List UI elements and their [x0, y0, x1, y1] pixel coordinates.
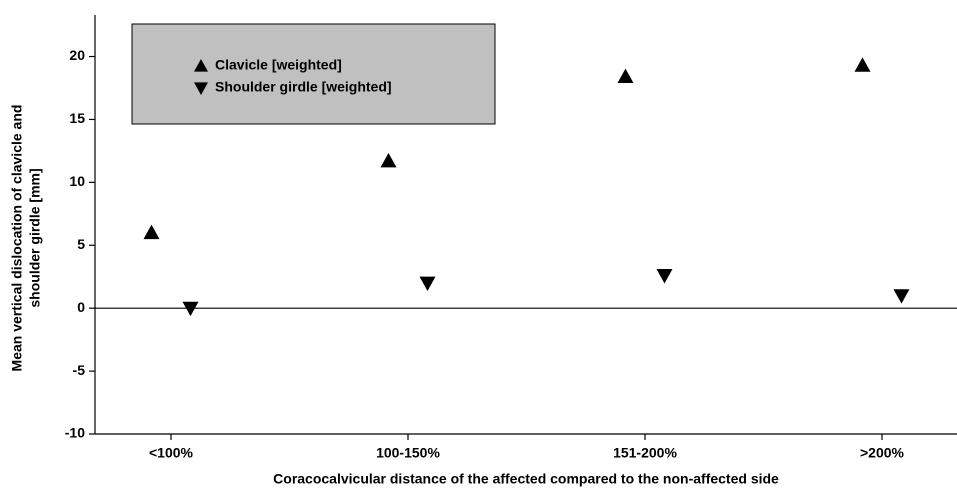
legend-label: Shoulder girdle [weighted]: [215, 79, 392, 95]
legend-box: [131, 23, 496, 125]
legend-label: Clavicle [weighted]: [215, 57, 342, 73]
marker: [380, 152, 397, 168]
marker: [893, 289, 910, 304]
legend-marker: [194, 82, 208, 95]
y-tick-label: 15: [69, 110, 85, 126]
marker: [419, 276, 436, 292]
x-tick-label: <100%: [149, 445, 194, 461]
y-tick-label: 20: [69, 47, 85, 63]
x-tick-label: 100-150%: [376, 445, 440, 461]
marker: [143, 224, 160, 240]
y-axis-label: shoulder girdle [mm]: [27, 168, 43, 307]
legend-marker: [194, 59, 208, 72]
x-tick-label: >200%: [860, 445, 905, 461]
y-tick-label: 0: [77, 299, 85, 315]
y-tick-label: 5: [77, 236, 85, 252]
y-tick-label: 10: [69, 173, 85, 189]
y-axis-label: Mean vertical dislocation of clavicle an…: [9, 105, 25, 372]
marker: [617, 68, 634, 84]
x-tick-label: 151-200%: [613, 445, 677, 461]
x-axis-label: Coracocalvicular distance of the affecte…: [273, 471, 779, 487]
y-tick-label: -10: [65, 425, 85, 441]
marker: [656, 269, 673, 284]
y-tick-label: -5: [73, 362, 86, 378]
marker: [182, 301, 199, 317]
marker: [854, 57, 871, 72]
